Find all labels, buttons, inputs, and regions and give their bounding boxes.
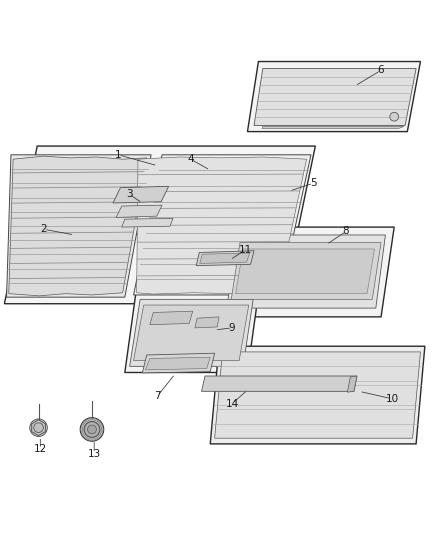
Polygon shape — [231, 243, 381, 300]
Polygon shape — [196, 251, 254, 265]
Text: 12: 12 — [34, 444, 47, 454]
Polygon shape — [347, 376, 357, 392]
Polygon shape — [210, 346, 425, 444]
Text: 5: 5 — [310, 178, 317, 188]
Text: 9: 9 — [229, 323, 236, 333]
Polygon shape — [32, 420, 46, 435]
Polygon shape — [116, 205, 162, 217]
Text: 1: 1 — [115, 150, 122, 160]
Polygon shape — [201, 376, 357, 391]
Polygon shape — [125, 294, 258, 373]
Polygon shape — [262, 126, 404, 128]
Text: 3: 3 — [126, 189, 133, 199]
Text: 8: 8 — [343, 227, 350, 237]
Polygon shape — [7, 155, 151, 297]
Text: 11: 11 — [239, 245, 252, 255]
Polygon shape — [134, 155, 311, 295]
Text: 6: 6 — [378, 65, 385, 75]
Text: 13: 13 — [88, 449, 101, 458]
Polygon shape — [215, 227, 394, 317]
Circle shape — [30, 419, 47, 437]
Polygon shape — [122, 219, 173, 227]
Polygon shape — [227, 235, 385, 308]
Polygon shape — [9, 156, 147, 296]
Text: 4: 4 — [187, 154, 194, 164]
Text: 14: 14 — [226, 399, 239, 409]
Polygon shape — [236, 249, 374, 294]
Circle shape — [80, 418, 104, 441]
Text: 7: 7 — [154, 391, 161, 401]
Polygon shape — [247, 61, 420, 132]
Polygon shape — [145, 357, 210, 370]
Polygon shape — [137, 157, 307, 294]
Polygon shape — [150, 311, 193, 325]
Polygon shape — [134, 305, 249, 361]
Polygon shape — [142, 353, 215, 373]
Polygon shape — [254, 69, 416, 125]
Circle shape — [390, 112, 399, 121]
Polygon shape — [195, 317, 219, 328]
Text: 2: 2 — [40, 224, 47, 235]
Circle shape — [84, 422, 100, 437]
Polygon shape — [4, 146, 315, 304]
Polygon shape — [113, 187, 169, 203]
Circle shape — [34, 423, 43, 432]
Polygon shape — [200, 253, 250, 263]
Circle shape — [88, 425, 96, 434]
Polygon shape — [215, 352, 420, 438]
Text: 10: 10 — [385, 394, 399, 404]
Polygon shape — [130, 300, 253, 366]
